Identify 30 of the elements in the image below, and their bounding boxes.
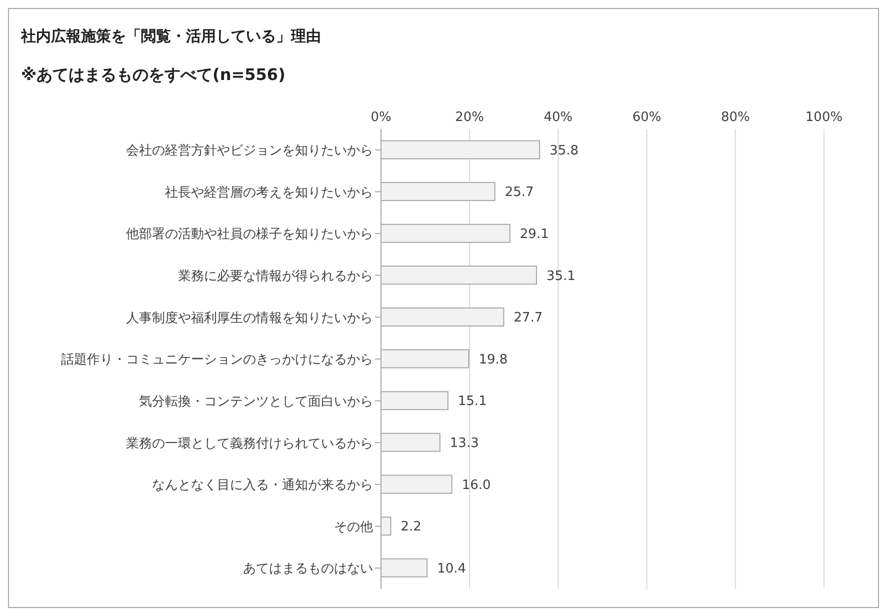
data-label: 19.8: [478, 352, 508, 368]
x-tick-label: 60%: [632, 110, 662, 125]
data-label: 35.8: [550, 143, 579, 158]
y-tick-label: なんとなく目に入る・通知が来るから: [152, 478, 373, 494]
y-tick-label: 業務の一環として義務付けられているから: [126, 436, 373, 452]
y-tick-label: 業務に必要な情報が得られるから: [178, 268, 373, 284]
text: 社内広報施策を「閲覧・活用している」理由: [21, 27, 321, 46]
data-label: 16.0: [462, 478, 491, 493]
x-tick-label: 100%: [805, 110, 843, 125]
y-tick-label: 会社の経営方針やビジョンを知りたいから: [126, 142, 373, 159]
data-label: 27.7: [514, 310, 543, 326]
x-tick-label: 40%: [544, 110, 573, 125]
data-label: 2.2: [400, 520, 422, 535]
data-label: 15.1: [458, 394, 487, 410]
y-tick-label: 気分転換・コンテンツとして面白いから: [139, 394, 373, 410]
text: ※あてはまるものをすべて(n=556): [21, 65, 286, 86]
data-label: 29.1: [520, 226, 549, 242]
y-tick-label: 話題作り・コミュニケーションのきっかけになるから: [61, 352, 373, 368]
data-label: 10.4: [437, 562, 466, 577]
y-tick-label: あてはまるものはない: [243, 562, 373, 577]
y-tick-label: その他: [334, 520, 373, 535]
y-tick-label: 社長や経営層の考えを知りたいから: [165, 185, 373, 200]
x-tick-label: 0%: [370, 110, 392, 125]
y-tick-label: 他部署の活動や社員の様子を知りたいから: [126, 227, 373, 242]
data-label: 35.1: [546, 268, 576, 284]
x-tick-label: 80%: [720, 110, 750, 125]
y-tick-label: 人事制度や福利厚生の情報を知りたいから: [126, 310, 373, 326]
x-tick-label: 20%: [455, 110, 484, 125]
data-label: 13.3: [450, 436, 479, 452]
data-label: 25.7: [504, 185, 534, 200]
